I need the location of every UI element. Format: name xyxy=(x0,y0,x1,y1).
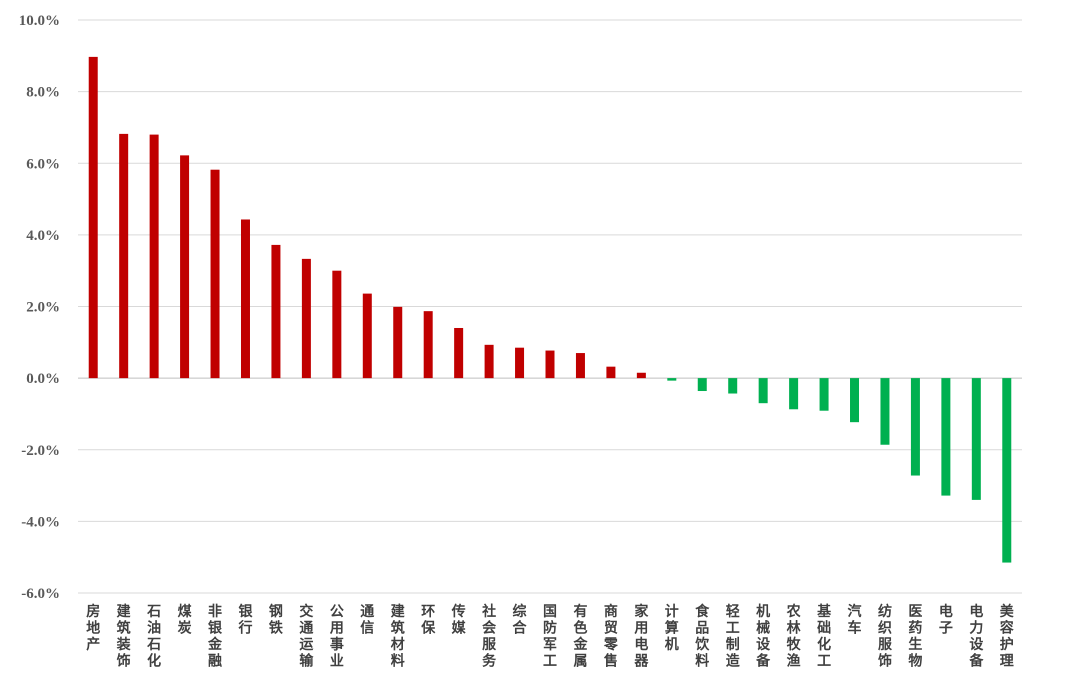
category-label: 基础化工 xyxy=(817,603,832,670)
y-tick-label: 4.0% xyxy=(26,228,60,244)
bar-25 xyxy=(819,378,829,411)
category-label: 公用事业 xyxy=(330,604,344,670)
bar-21 xyxy=(697,378,707,392)
category-label: 社会服务 xyxy=(481,603,497,670)
bar-31 xyxy=(1002,378,1012,563)
category-label: 纺织服饰 xyxy=(878,603,893,670)
y-tick-label: 0.0% xyxy=(26,371,60,387)
bar-24 xyxy=(789,378,799,410)
category-label: 有色金属 xyxy=(572,603,588,670)
category-label: 房地产 xyxy=(86,603,100,653)
category-label: 石油石化 xyxy=(146,604,161,670)
y-tick-label: 8.0% xyxy=(26,85,60,101)
category-label: 家用电器 xyxy=(633,603,649,670)
bar-14 xyxy=(484,344,494,379)
y-tick-label: 10.0% xyxy=(19,13,60,29)
bar-18 xyxy=(606,366,616,379)
category-label: 通信 xyxy=(360,604,374,637)
bar-15 xyxy=(515,347,525,379)
category-label: 建筑装饰 xyxy=(116,603,132,670)
category-label: 银行 xyxy=(237,603,253,637)
category-label: 医药生物 xyxy=(908,604,922,670)
category-label: 钢铁 xyxy=(269,603,283,637)
category-label: 国防军工 xyxy=(543,604,557,670)
bar-22 xyxy=(728,378,738,394)
bar-2 xyxy=(119,133,129,379)
category-label: 轻工制造 xyxy=(726,603,740,670)
bar-6 xyxy=(240,219,250,379)
category-label: 食品饮料 xyxy=(694,603,710,670)
y-tick-label: 6.0% xyxy=(26,156,60,172)
bar-26 xyxy=(850,378,860,423)
bar-28 xyxy=(910,378,920,476)
category-label: 商贸零售 xyxy=(603,603,619,670)
category-label: 美容护理 xyxy=(999,603,1015,670)
bar-5 xyxy=(210,169,220,379)
bar-9 xyxy=(332,270,342,379)
category-label: 综合 xyxy=(513,603,528,637)
bar-1 xyxy=(88,56,98,379)
category-label: 非银金融 xyxy=(207,603,223,670)
bar-23 xyxy=(758,378,768,404)
category-label: 农林牧渔 xyxy=(786,603,802,670)
y-axis-tick-labels: -6.0% -4.0% -2.0% 0.0% 2.0% 4.0% 6.0% 8.0% 10.0% xyxy=(19,13,60,602)
gridlines xyxy=(78,19,1022,594)
category-label: 煤炭 xyxy=(178,603,193,637)
category-label: 建筑材料 xyxy=(391,603,405,670)
category-label: 电子 xyxy=(939,603,953,637)
bar-30 xyxy=(971,378,981,500)
bar-20 xyxy=(667,378,677,381)
y-tick-label: -6.0% xyxy=(21,586,60,602)
category-label: 汽车 xyxy=(848,603,862,637)
bar-12 xyxy=(423,311,433,379)
bar-3 xyxy=(149,134,159,379)
y-tick-label: -4.0% xyxy=(21,514,60,530)
bar-8 xyxy=(301,258,311,379)
bar-7 xyxy=(271,244,281,379)
category-label: 环保 xyxy=(420,604,436,637)
y-tick-label: -2.0% xyxy=(21,443,60,459)
y-tick-label: 2.0% xyxy=(26,300,60,316)
bars xyxy=(88,56,1012,563)
bar-4 xyxy=(180,155,190,379)
bar-17 xyxy=(575,353,585,379)
bar-29 xyxy=(941,378,951,496)
category-label: 传媒 xyxy=(451,603,467,637)
category-label: 计算机 xyxy=(665,603,679,653)
category-label: 机械设备 xyxy=(755,603,771,670)
bar-10 xyxy=(362,293,372,379)
bar-19 xyxy=(636,372,646,379)
category-label: 电力设备 xyxy=(968,603,984,670)
bar-13 xyxy=(454,327,464,379)
bar-11 xyxy=(393,306,403,379)
bar-16 xyxy=(545,350,555,379)
category-label: 交通运输 xyxy=(299,603,314,670)
bar-27 xyxy=(880,378,890,445)
